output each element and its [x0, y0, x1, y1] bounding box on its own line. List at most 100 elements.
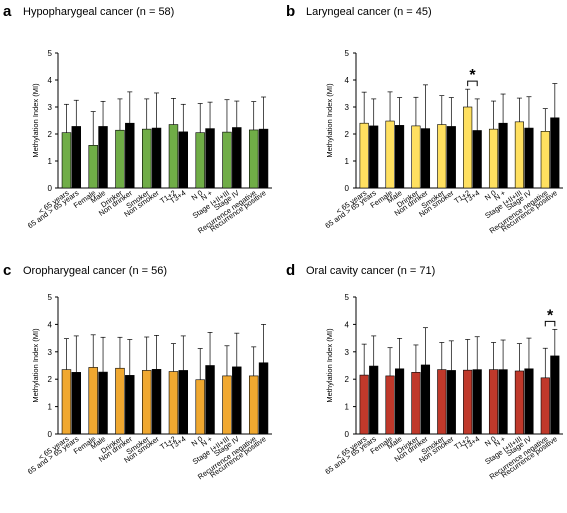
y-tick-label: 1	[345, 157, 350, 166]
y-tick-label: 4	[48, 76, 53, 85]
significance-star: *	[469, 67, 476, 84]
y-axis-label: Methylation Index (MI)	[325, 83, 334, 158]
y-tick-label: 3	[345, 348, 350, 357]
bar	[258, 362, 269, 435]
bar	[498, 122, 508, 189]
y-tick-label: 2	[48, 375, 53, 384]
panel-a: a Hypopharygeal cancer (n = 58) 0 1 2 3 4 5 Meth…	[3, 3, 272, 235]
y-axis-label: Methylation Index (MI)	[325, 328, 334, 403]
y-tick-label: 0	[345, 184, 350, 193]
panel-title: Oral cavity cancer (n = 71)	[306, 265, 435, 277]
y-tick-label: 2	[345, 130, 350, 139]
bar	[222, 131, 232, 189]
bar	[550, 355, 560, 435]
bar	[195, 132, 205, 189]
panel-letter: a	[3, 3, 12, 20]
panel-letter: c	[3, 262, 11, 279]
bar	[178, 131, 189, 189]
bar	[205, 128, 215, 189]
bar	[258, 128, 269, 189]
bar	[222, 375, 232, 435]
bar	[195, 379, 205, 435]
bar	[151, 369, 162, 435]
bar	[71, 126, 82, 189]
bar	[232, 127, 242, 189]
bar	[395, 125, 405, 189]
y-tick-label: 1	[345, 403, 350, 412]
y-tick-label: 4	[48, 320, 53, 329]
panel-b: b Laryngeal cancer (n = 45) 0 1 2 3 4 5 Methylat…	[286, 3, 563, 235]
bar	[359, 122, 369, 189]
bar	[488, 369, 499, 435]
bar	[437, 369, 447, 435]
bar	[395, 368, 405, 435]
bar	[488, 128, 499, 189]
y-tick-label: 3	[345, 103, 350, 112]
bar	[248, 129, 259, 189]
bar	[369, 365, 379, 435]
bar	[385, 120, 395, 189]
panel-d: d Oral cavity cancer (n = 71) 0 1 2 3 4 5 Methyl…	[286, 262, 563, 481]
bar	[178, 370, 189, 435]
bar	[540, 377, 550, 435]
bar	[420, 364, 431, 435]
y-axis-label: Methylation Index (MI)	[31, 328, 40, 403]
bar	[524, 127, 534, 189]
bar	[411, 125, 421, 189]
bar	[61, 132, 72, 189]
bar	[115, 367, 125, 435]
x-tick-label: 65 and > 65 years	[26, 434, 81, 476]
x-tick-label: 65 and > 65 years	[323, 434, 378, 476]
bar	[498, 369, 508, 435]
y-tick-label: 2	[345, 375, 350, 384]
panel-title: Laryngeal cancer (n = 45)	[306, 6, 432, 18]
x-tick-label: 65 and > 65 years	[323, 188, 378, 230]
significance-bracket	[544, 320, 556, 327]
bar	[115, 129, 125, 189]
bar	[540, 131, 550, 189]
bar	[446, 126, 456, 189]
panel-letter: b	[286, 3, 295, 20]
y-tick-label: 5	[345, 49, 350, 58]
bar	[411, 372, 421, 435]
bar	[125, 122, 135, 189]
significance-star: *	[547, 307, 554, 324]
y-tick-label: 0	[48, 430, 53, 439]
bar	[514, 370, 524, 435]
panel-c: c Oropharygeal cancer (n = 56) 0 1 2 3 4 5 Methy…	[3, 262, 272, 481]
bar	[446, 370, 456, 435]
bar	[420, 128, 431, 189]
bar	[151, 127, 162, 189]
y-tick-label: 5	[48, 49, 53, 58]
bar	[168, 124, 179, 189]
bar	[463, 369, 473, 435]
bar	[472, 130, 482, 189]
y-tick-label: 3	[48, 103, 53, 112]
bar	[98, 126, 108, 189]
bar	[232, 366, 242, 435]
bar	[385, 375, 395, 435]
y-tick-label: 4	[345, 320, 350, 329]
bar	[125, 375, 135, 435]
y-tick-label: 0	[48, 184, 53, 193]
bar	[359, 374, 369, 435]
panel-title: Hypopharygeal cancer (n = 58)	[23, 6, 174, 18]
significance-bracket	[467, 80, 478, 87]
bar	[88, 367, 98, 435]
panel-title: Oropharygeal cancer (n = 56)	[23, 265, 167, 277]
y-tick-label: 3	[48, 348, 53, 357]
bar	[61, 369, 72, 435]
y-tick-label: 5	[345, 293, 350, 302]
bar	[98, 371, 108, 435]
x-tick-label: 65 and > 65 years	[26, 188, 81, 230]
bar	[141, 370, 152, 435]
bar	[205, 365, 215, 435]
y-tick-label: 4	[345, 76, 350, 85]
bar	[463, 106, 473, 189]
bar	[472, 369, 482, 435]
bar	[550, 117, 560, 189]
bar	[369, 125, 379, 189]
panel-letter: d	[286, 262, 295, 279]
y-tick-label: 5	[48, 293, 53, 302]
